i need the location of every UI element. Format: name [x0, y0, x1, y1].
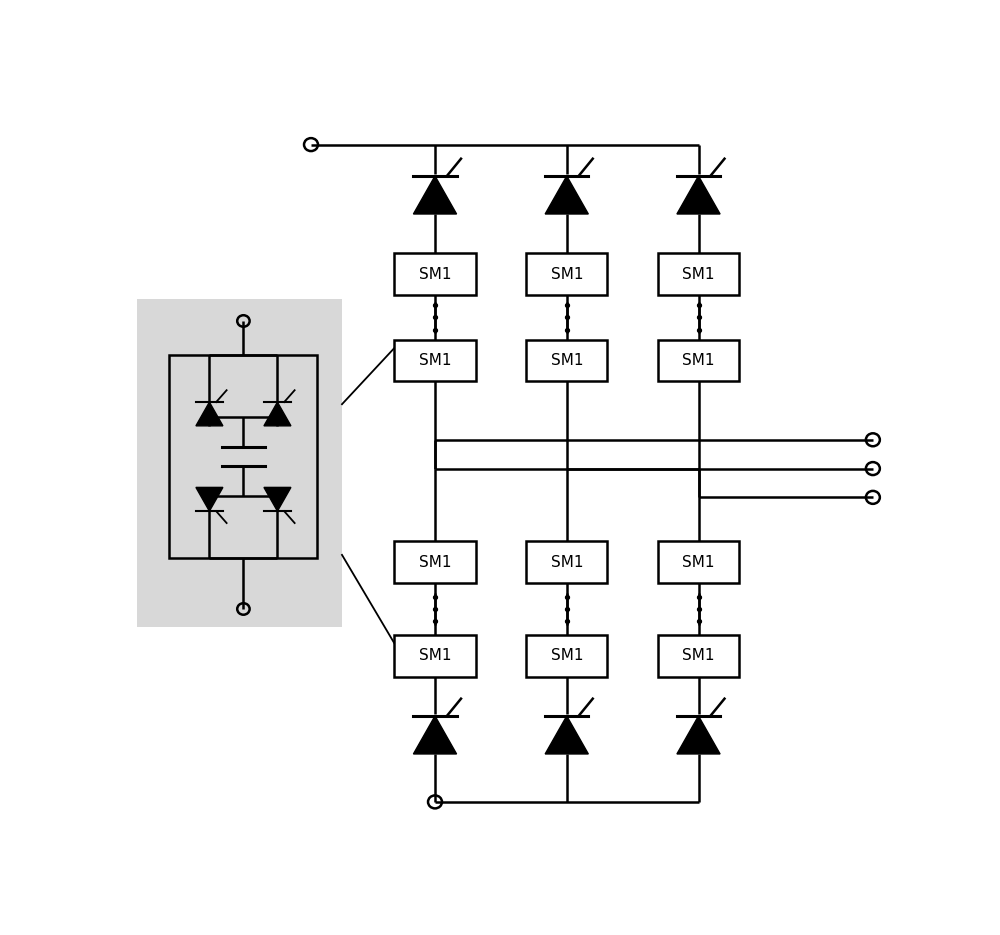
Bar [526, 635, 607, 677]
Text: SM1: SM1 [419, 648, 451, 663]
Bar [394, 541, 476, 583]
Polygon shape [545, 176, 588, 214]
Text: SM1: SM1 [550, 353, 583, 368]
Polygon shape [264, 402, 291, 425]
Bar [526, 339, 607, 381]
Polygon shape [545, 716, 588, 754]
Bar [394, 339, 476, 381]
Text: SM1: SM1 [682, 353, 715, 368]
Polygon shape [196, 487, 223, 511]
Text: SM1: SM1 [550, 554, 583, 569]
Bar [658, 253, 739, 295]
Text: SM1: SM1 [550, 648, 583, 663]
Bar [394, 253, 476, 295]
Text: SM1: SM1 [419, 266, 451, 281]
Bar [658, 635, 739, 677]
Text: SM1: SM1 [682, 648, 715, 663]
Bar [169, 355, 317, 558]
Bar [137, 299, 342, 627]
Bar [526, 253, 607, 295]
Bar [394, 635, 476, 677]
Bar [526, 541, 607, 583]
Polygon shape [196, 402, 223, 425]
Polygon shape [264, 487, 291, 511]
Polygon shape [677, 176, 720, 214]
Bar [658, 541, 739, 583]
Text: SM1: SM1 [682, 554, 715, 569]
Text: SM1: SM1 [682, 266, 715, 281]
Bar [658, 339, 739, 381]
Polygon shape [413, 716, 457, 754]
Text: SM1: SM1 [419, 554, 451, 569]
Polygon shape [677, 716, 720, 754]
Text: SM1: SM1 [419, 353, 451, 368]
Text: SM1: SM1 [550, 266, 583, 281]
Polygon shape [413, 176, 457, 214]
